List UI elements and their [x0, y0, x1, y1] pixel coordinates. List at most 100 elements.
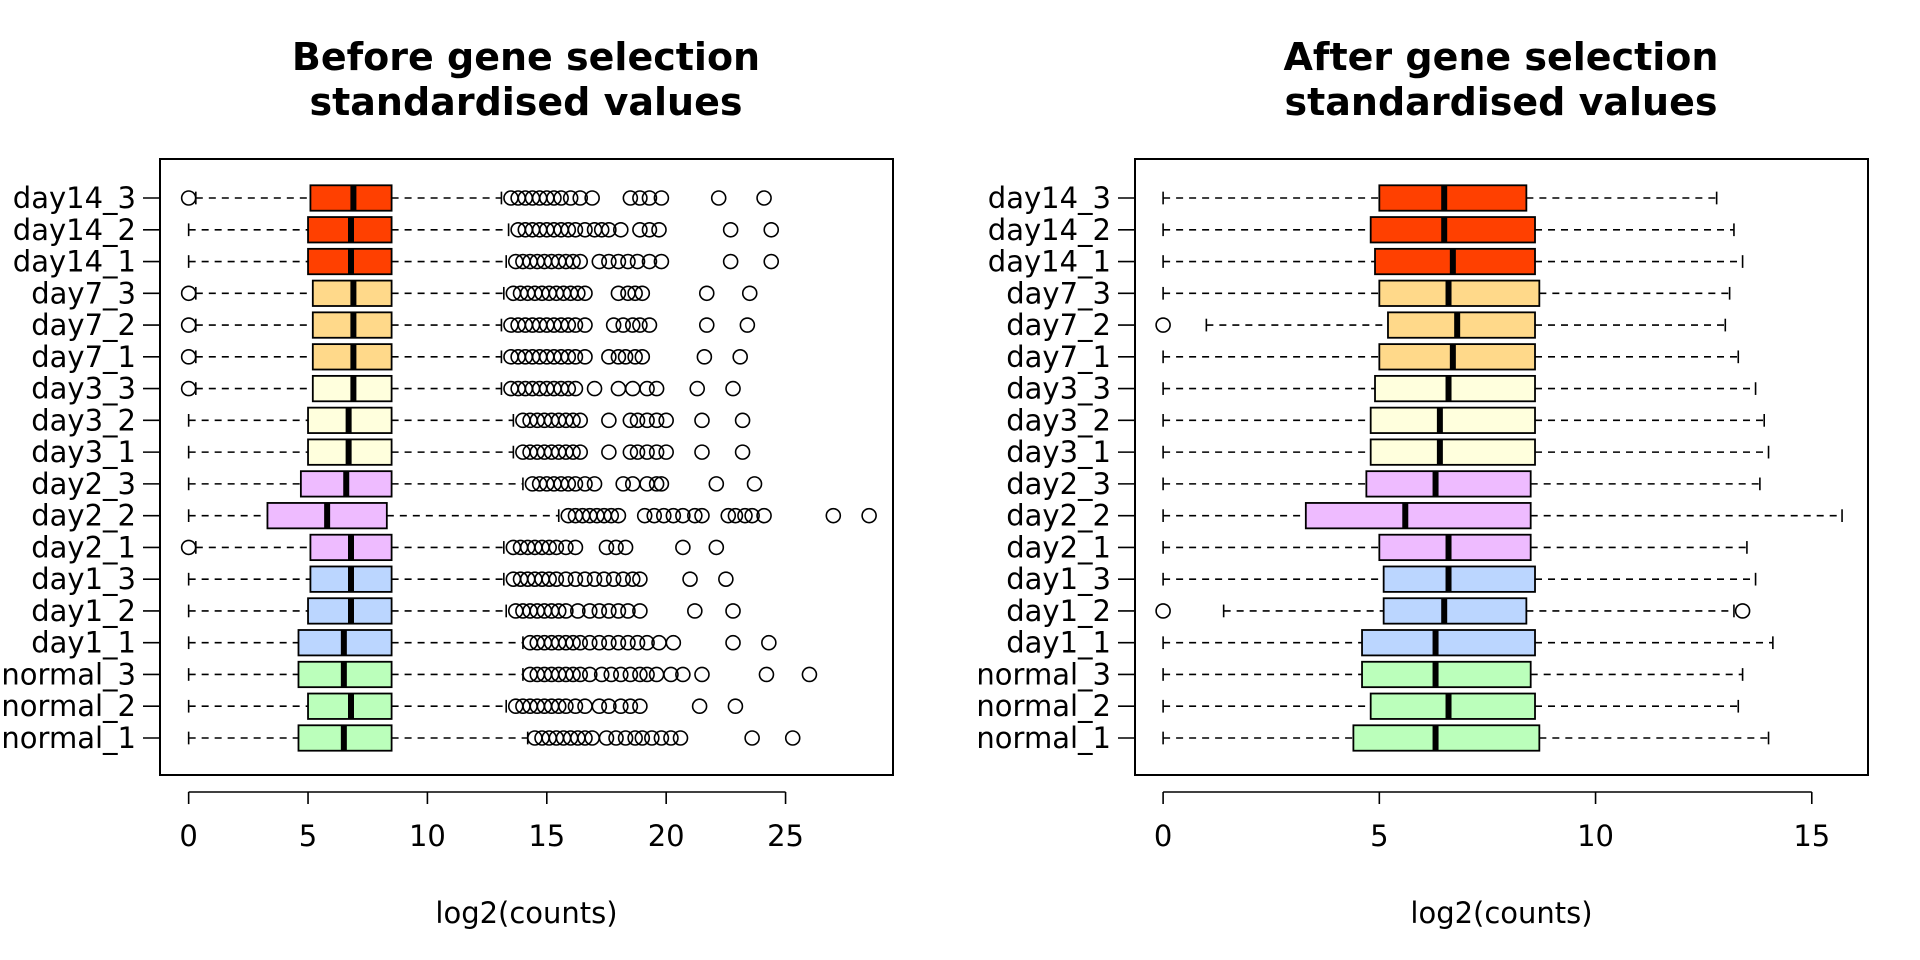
outlier-point: [615, 476, 631, 492]
chart-title-line-1: Before gene selection: [292, 35, 760, 79]
outlier-point: [180, 539, 197, 556]
outlier-point: [763, 221, 780, 238]
outlier-point: [694, 412, 710, 429]
y-tick-label: day7_2: [31, 308, 136, 342]
outlier-point: [624, 476, 641, 492]
outlier-point: [565, 253, 581, 270]
outlier-point: [613, 221, 629, 238]
outlier-point: [646, 507, 663, 524]
x-tick-label: 15: [1793, 819, 1830, 853]
box-day2-3: [1162, 470, 1761, 498]
outlier-point: [653, 190, 670, 206]
y-tick-label: day2_3: [1006, 467, 1111, 501]
outlier-point: [620, 634, 636, 651]
y-tick-label: day14_2: [988, 213, 1111, 247]
box-day1-3: [1162, 565, 1757, 593]
box-iqr: [1361, 660, 1532, 689]
outlier-point: [801, 666, 818, 683]
outlier-point: [653, 476, 670, 492]
outlier-point: [651, 221, 667, 238]
y-tick-label: day14_1: [988, 245, 1111, 279]
outlier-point: [675, 507, 691, 524]
box-day3-1: [187, 438, 751, 466]
x-tick-label: 5: [1370, 819, 1388, 853]
x-tick-label: 0: [1154, 819, 1172, 853]
y-tick-label: normal_2: [1, 689, 136, 723]
outlier-point: [610, 634, 627, 651]
x-tick-label: 15: [528, 819, 565, 853]
outlier-point: [591, 603, 608, 619]
outlier-point: [565, 444, 581, 460]
box-day3-2: [1162, 406, 1766, 434]
outlier-point: [727, 698, 744, 715]
chart-title-line-2: standardised values: [310, 80, 743, 124]
box-normal-3: [1162, 660, 1744, 689]
outlier-point: [586, 380, 603, 397]
outlier-point: [634, 285, 651, 302]
x-axis-label: log2(counts): [1410, 896, 1592, 930]
y-tick-label: normal_1: [1, 721, 136, 755]
outlier-point: [562, 190, 579, 206]
outlier-point: [756, 507, 772, 524]
outlier-point: [648, 380, 665, 397]
box-day7-3: [1162, 279, 1731, 307]
outlier-point: [601, 634, 617, 651]
outlier-point: [629, 634, 646, 651]
y-tick-label: day7_1: [1006, 340, 1111, 374]
outlier-point: [639, 666, 655, 683]
y-tick-label: day7_2: [1006, 308, 1111, 342]
outlier-point: [639, 380, 655, 397]
x-tick-label: 10: [1577, 819, 1614, 853]
outlier-point: [180, 317, 197, 333]
box-iqr: [1378, 279, 1541, 307]
box-day3-2: [187, 406, 751, 434]
outlier-point: [601, 349, 617, 365]
outlier-point: [615, 571, 631, 587]
box-normal-3: [187, 660, 818, 689]
outlier-point: [596, 571, 612, 587]
x-tick-label: 0: [179, 819, 197, 853]
outlier-point: [641, 253, 658, 270]
outlier-point: [567, 698, 584, 715]
outlier-point: [572, 666, 589, 683]
box-day14-1: [1162, 247, 1744, 276]
outlier-point: [732, 349, 748, 365]
outlier-point: [620, 603, 636, 619]
outlier-point: [663, 730, 679, 746]
outlier-point: [577, 476, 593, 492]
box-iqr: [1369, 216, 1536, 244]
outlier-point: [567, 221, 584, 238]
y-tick-label: day2_2: [1006, 499, 1111, 533]
outlier-point: [758, 666, 775, 683]
outlier-point: [613, 698, 629, 715]
outlier-point: [617, 349, 634, 365]
outlier-point: [622, 698, 639, 715]
outlier-point: [608, 730, 624, 746]
y-tick-label: day3_1: [1006, 435, 1111, 469]
box-day14-3: [180, 184, 772, 212]
outlier-point: [708, 539, 725, 556]
box-day7-1: [180, 343, 748, 371]
outlier-point: [601, 253, 617, 270]
box-day3-3: [1162, 374, 1757, 403]
outlier-point: [694, 444, 710, 460]
box-day14-1: [187, 247, 780, 276]
outlier-point: [610, 285, 627, 302]
outlier-point: [634, 730, 651, 746]
y-tick-label: day2_1: [31, 530, 136, 564]
outlier-point: [756, 190, 772, 206]
box-normal-2: [187, 692, 744, 720]
outlier-point: [727, 507, 744, 524]
outlier-point: [558, 539, 574, 556]
outlier-point: [548, 539, 565, 556]
outlier-point: [605, 571, 622, 587]
box-day14-3: [1162, 184, 1718, 212]
box-iqr: [1369, 692, 1536, 720]
box-iqr: [1378, 533, 1532, 562]
outlier-point: [627, 285, 643, 302]
outlier-point: [675, 539, 691, 556]
outlier-point: [620, 253, 636, 270]
outlier-point: [567, 476, 584, 492]
outlier-point: [560, 476, 577, 492]
box-day1-1: [187, 629, 777, 657]
